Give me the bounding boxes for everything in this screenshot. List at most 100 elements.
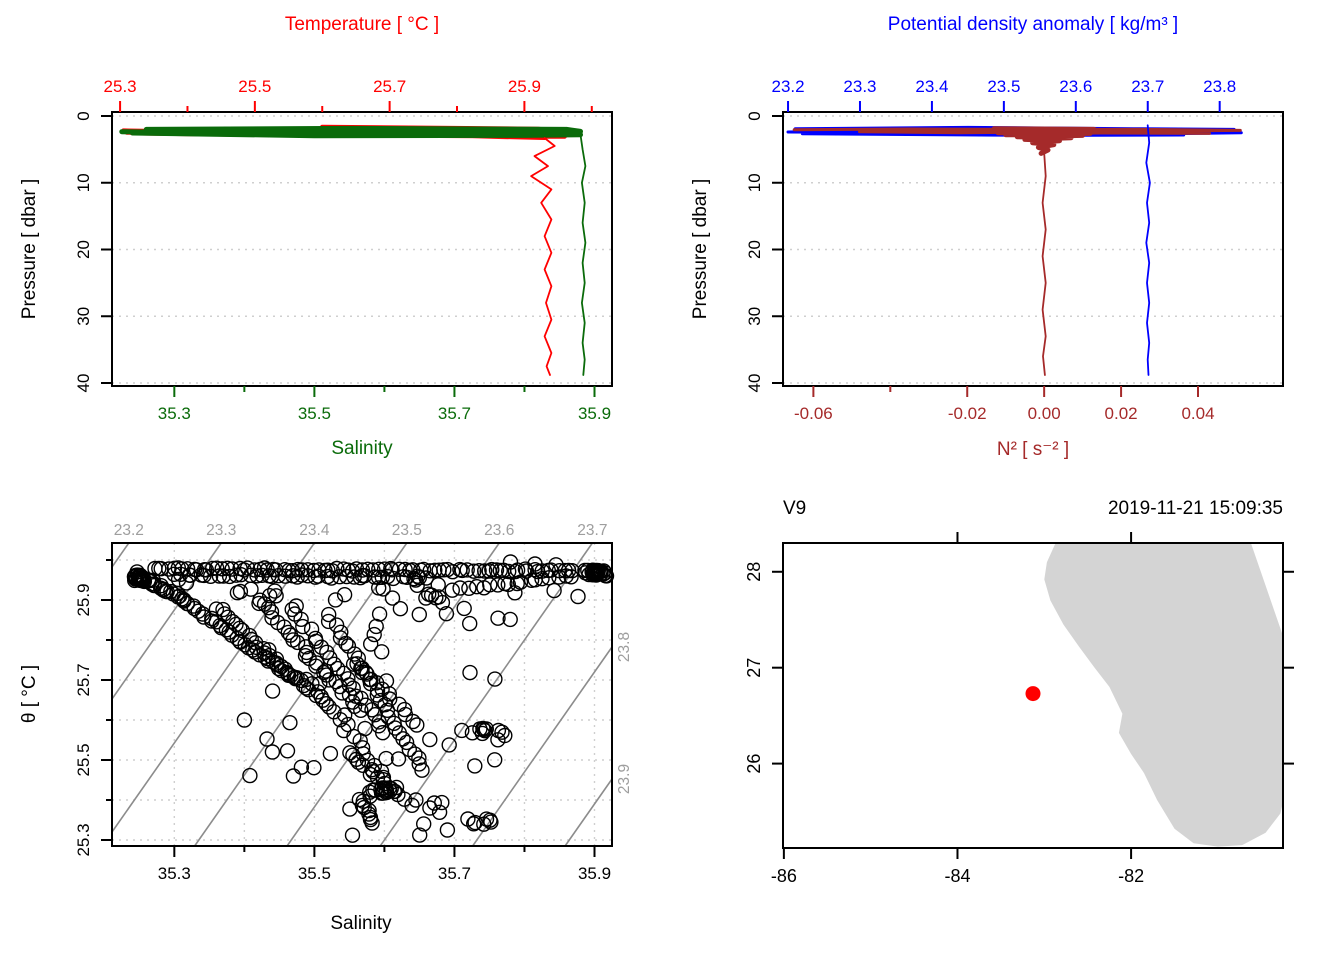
ts-point xyxy=(390,751,407,767)
ts-point xyxy=(344,827,361,843)
ts-point xyxy=(462,615,478,632)
ts-point xyxy=(494,724,510,740)
ts-point xyxy=(232,620,248,636)
ts-point xyxy=(251,595,267,612)
ts-point xyxy=(382,691,398,707)
ts-point xyxy=(345,680,361,696)
ts-point xyxy=(315,692,331,708)
ts-point xyxy=(216,606,233,622)
axis-tick-label: 23.3 xyxy=(843,77,876,96)
ts-point xyxy=(243,581,259,597)
ts-point xyxy=(259,731,275,747)
ts-point xyxy=(570,588,586,605)
ts-point xyxy=(364,702,380,718)
ts-point xyxy=(374,569,390,585)
ts-point xyxy=(306,760,322,776)
ts-point xyxy=(487,671,503,687)
ts-point xyxy=(477,563,493,579)
ts-point xyxy=(414,762,430,778)
p2-xlabel: N² [ s⁻² ] xyxy=(996,439,1070,460)
ts-point xyxy=(467,814,483,831)
ts-point xyxy=(170,571,187,588)
axis-tick-label: -0.06 xyxy=(794,404,833,423)
ts-point xyxy=(346,646,363,662)
ts-point xyxy=(362,766,379,783)
series-density-downcast xyxy=(1145,124,1151,376)
axis-tick-label: 25.3 xyxy=(104,77,137,96)
ts-point xyxy=(456,600,472,617)
ts-point xyxy=(410,568,426,584)
axis-tick-label: 23.2 xyxy=(771,77,804,96)
ts-point xyxy=(490,732,506,748)
p3-ylabel: θ [ °C ] xyxy=(19,664,40,724)
ts-point xyxy=(371,606,388,622)
ts-point xyxy=(133,570,150,586)
ts-point xyxy=(280,667,297,683)
ts-point xyxy=(340,638,357,654)
axis-tick-label: 30 xyxy=(745,307,764,326)
ts-point xyxy=(422,800,438,816)
ts-point xyxy=(368,618,384,635)
isopycnal-line xyxy=(111,542,130,568)
ts-point xyxy=(208,601,225,617)
axis-tick-label: 25.7 xyxy=(74,663,93,696)
ts-point xyxy=(546,582,562,599)
axis-tick-label: 26 xyxy=(744,754,764,774)
ts-point xyxy=(362,784,378,800)
axis-tick-label: 35.3 xyxy=(158,864,191,883)
ts-point xyxy=(371,580,387,596)
ts-point xyxy=(467,758,483,774)
ts-point xyxy=(221,568,238,585)
ts-point xyxy=(264,683,281,699)
ts-point xyxy=(397,561,413,578)
ts-point xyxy=(444,564,461,580)
ts-point xyxy=(297,648,314,664)
ts-point xyxy=(488,562,505,578)
ts-point xyxy=(411,570,427,586)
ts-point xyxy=(346,569,362,585)
ts-point xyxy=(411,606,427,623)
axis-tick-label: 25.9 xyxy=(508,77,541,96)
p3-xlabel: Salinity xyxy=(330,913,392,934)
ts-point xyxy=(262,588,278,604)
ts-point xyxy=(490,577,506,593)
ts-point xyxy=(153,561,169,577)
axis-tick-label: 25.9 xyxy=(74,583,93,616)
ts-point xyxy=(373,782,389,798)
ts-point xyxy=(310,684,326,700)
axis-tick-label: 0 xyxy=(745,111,764,120)
ts-point xyxy=(304,676,320,692)
ts-point xyxy=(279,666,296,682)
ts-point xyxy=(354,660,370,676)
ts-point xyxy=(288,598,304,614)
ts-point xyxy=(243,631,260,648)
ts-point xyxy=(541,570,557,586)
ts-point xyxy=(366,626,382,643)
ts-point xyxy=(233,567,249,583)
isopycnal-label: 23.7 xyxy=(577,522,607,539)
axis-tick-label: 35.3 xyxy=(158,404,191,423)
series-temperature-downcast xyxy=(530,137,556,376)
ts-point xyxy=(202,568,219,584)
axis-tick-label: 23.6 xyxy=(1059,77,1092,96)
ts-point xyxy=(378,750,394,767)
ts-point xyxy=(466,816,482,832)
ts-point xyxy=(484,561,500,578)
panel-frame xyxy=(782,111,1284,387)
axis-tick-label: 40 xyxy=(745,374,764,393)
axis-tick-label: 40 xyxy=(74,374,93,393)
ts-point xyxy=(392,601,409,617)
ts-point xyxy=(483,814,499,830)
ts-point xyxy=(327,592,344,608)
ts-point xyxy=(313,639,330,655)
ts-point xyxy=(507,585,523,601)
ts-point xyxy=(261,642,277,658)
ts-point xyxy=(350,754,367,770)
ts-point xyxy=(157,583,174,599)
axis-tick-label: 35.9 xyxy=(578,404,611,423)
axis-tick-label: 25.3 xyxy=(74,823,93,856)
ts-point xyxy=(211,568,228,584)
ts-point xyxy=(404,797,420,813)
ts-point xyxy=(454,722,470,739)
